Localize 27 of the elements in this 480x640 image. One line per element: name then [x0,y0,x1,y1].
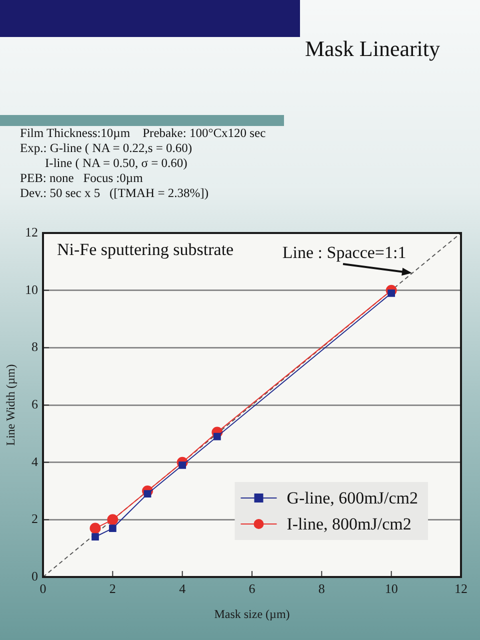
legend-label: I-line, 800mJ/cm2 [286,514,412,534]
point [92,533,99,541]
y-axis-title: Line Width (µm) [3,364,18,446]
point [107,514,118,526]
point [144,490,152,498]
legend-label: G-line, 600mJ/cm2 [286,488,418,508]
x-tick-label: 8 [318,581,325,596]
x-tick-label: 12 [454,581,468,596]
annotation: Line : Spacce=1:1 [282,243,406,262]
point [213,432,221,440]
x-tick-label: 6 [248,581,256,596]
y-tick-label: 0 [32,568,38,584]
y-tick-label: 10 [25,282,38,297]
x-tick-label: 2 [109,581,116,596]
x-tick-label: 4 [179,581,186,596]
x-tick-label: 10 [384,581,398,596]
point [108,524,116,532]
y-tick-label: 2 [32,511,38,526]
chart-subtitle: Film Thickness:10µm Prebake: 100°Cx120 sec Exp.: G-line ( NA = 0.22,s = 0.60) I-line ( NA = 0.50, σ = 0.60) PEB: none Focus :0µm Dev.: 50 sec x 5 ([TMAH = 2.38%]) [20,126,266,201]
x-axis-title: Mask size (µm) [214,606,290,621]
point [90,522,101,534]
y-tick-label: 12 [25,224,38,240]
y-tick-label: 6 [32,396,38,412]
annotation: Ni-Fe sputtering substrate [57,240,234,259]
chart-title: Mask Linearity [305,36,440,62]
y-tick-label: 4 [32,454,38,469]
y-tick-label: 8 [32,339,38,354]
